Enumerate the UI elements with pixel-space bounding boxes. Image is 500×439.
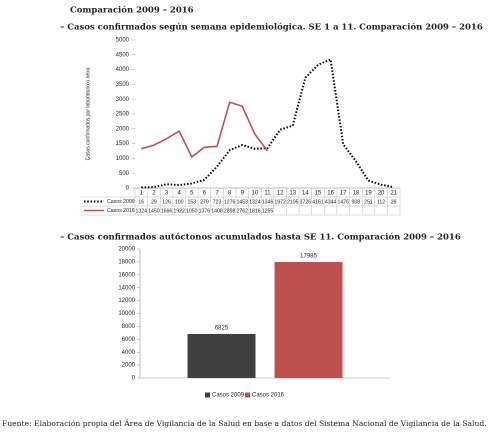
table-value: 1255 (262, 208, 274, 214)
legend-swatch (245, 392, 250, 398)
table-value: 1324 (136, 208, 148, 214)
y-tick-label: 0 (126, 186, 130, 192)
x-tick-label: 1 (140, 191, 144, 197)
chart-title: – Casos confirmados autóctonos acumulado… (60, 232, 461, 243)
table-value: 153 (187, 199, 196, 205)
bar (187, 333, 256, 378)
table-value: 1376 (199, 208, 211, 214)
y-tick-label: 2000 (116, 126, 130, 132)
table-value: 2105 (287, 199, 299, 205)
x-tick-label: 8 (228, 191, 232, 197)
value-label: 17985 (300, 254, 317, 260)
table-value: 100 (175, 199, 184, 205)
series-line (141, 57, 394, 189)
legend-label: Casos 2016 (107, 208, 135, 214)
x-tick-label: 4 (177, 191, 181, 197)
table-value: 1346 (262, 199, 274, 205)
table-value: 1324 (249, 199, 261, 205)
y-tick-label: 6000 (122, 337, 136, 343)
y-tick-label: 14000 (118, 285, 135, 291)
y-tick-label: 18000 (118, 259, 135, 265)
x-tick-label: 21 (390, 191, 397, 197)
table-value: 1922 (173, 208, 185, 214)
x-tick-label: 5 (190, 191, 194, 197)
y-tick-label: 5000 (116, 38, 130, 44)
table-value: 4161 (312, 199, 324, 205)
table-value: 4344 (325, 199, 337, 205)
y-tick-label: 2000 (122, 363, 136, 369)
y-tick-label: 0 (132, 376, 136, 382)
y-tick-label: 20000 (118, 247, 135, 253)
x-tick-label: 16 (327, 191, 334, 197)
x-tick-label: 3 (165, 191, 169, 197)
y-tick-label: 4000 (116, 67, 130, 73)
x-tick-label: 2 (152, 191, 156, 197)
y-tick-label: 12000 (118, 298, 135, 304)
x-tick-label: 14 (302, 191, 309, 197)
table-value: 1050 (186, 208, 198, 214)
y-tick-label: 3000 (116, 97, 130, 103)
x-tick-label: 10 (252, 191, 259, 197)
legend-label: Casos 2016 (252, 393, 285, 399)
y-tick-label: 4000 (122, 350, 136, 356)
table-value: 3726 (300, 199, 312, 205)
table-value: 1476 (337, 199, 349, 205)
table-value: 112 (377, 199, 385, 205)
bar (274, 261, 343, 378)
table-value: 1276 (224, 199, 236, 205)
x-tick-label: 11 (264, 191, 271, 197)
y-tick-label: 2500 (116, 112, 130, 118)
table-value: 251 (364, 199, 373, 205)
series-line (141, 101, 269, 159)
table-value: 1453 (236, 199, 248, 205)
x-tick-label: 13 (289, 191, 296, 197)
table-value: 1816 (249, 208, 261, 214)
table-value: 1666 (161, 208, 173, 214)
y-tick-label: 16000 (118, 272, 135, 278)
y-tick-label: 8000 (122, 324, 136, 330)
x-tick-label: 9 (241, 191, 245, 197)
table-value: 29 (151, 199, 157, 205)
x-tick-label: 12 (277, 191, 284, 197)
table-value: 16 (138, 199, 144, 205)
x-tick-label: 17 (340, 191, 347, 197)
y-tick-label: 4500 (116, 52, 130, 58)
table-value: 2898 (224, 208, 236, 214)
chart-title: – Casos confirmados según semana epidemi… (60, 22, 483, 33)
x-tick-label: 6 (203, 191, 207, 197)
legend-swatch (205, 392, 210, 398)
table-value: 126 (162, 199, 171, 205)
y-tick-label: 1000 (116, 156, 130, 162)
legend-label: Casos 2009 (212, 393, 245, 399)
footer: Fuente: Elaboración propia del Área de V… (2, 419, 487, 428)
table-value: 1450 (148, 208, 160, 214)
x-tick-label: 20 (378, 191, 385, 197)
table-value: 279 (200, 199, 209, 205)
table-value: 908 (352, 199, 361, 205)
x-tick-label: 18 (352, 191, 359, 197)
table-value: 2762 (236, 208, 248, 214)
y-tick-label: 3500 (116, 82, 130, 88)
x-tick-label: 19 (365, 191, 372, 197)
y-tick-label: 500 (119, 171, 130, 177)
table-value: 1972 (274, 199, 286, 205)
y-tick-label: 10000 (118, 311, 135, 317)
legend-label: Casos 2009 (107, 199, 135, 205)
value-label: 6825 (215, 326, 229, 332)
y-axis-label: Casos confirmados por laboratorio o nexo (85, 67, 91, 160)
table-value: 1408 (211, 208, 223, 214)
x-tick-label: 7 (215, 191, 219, 197)
heading: Comparación 2009 – 2016 (70, 5, 194, 16)
table-value: 29 (391, 199, 397, 205)
y-tick-label: 1500 (116, 141, 130, 147)
table-value: 723 (213, 199, 222, 205)
x-tick-label: 15 (315, 191, 322, 197)
